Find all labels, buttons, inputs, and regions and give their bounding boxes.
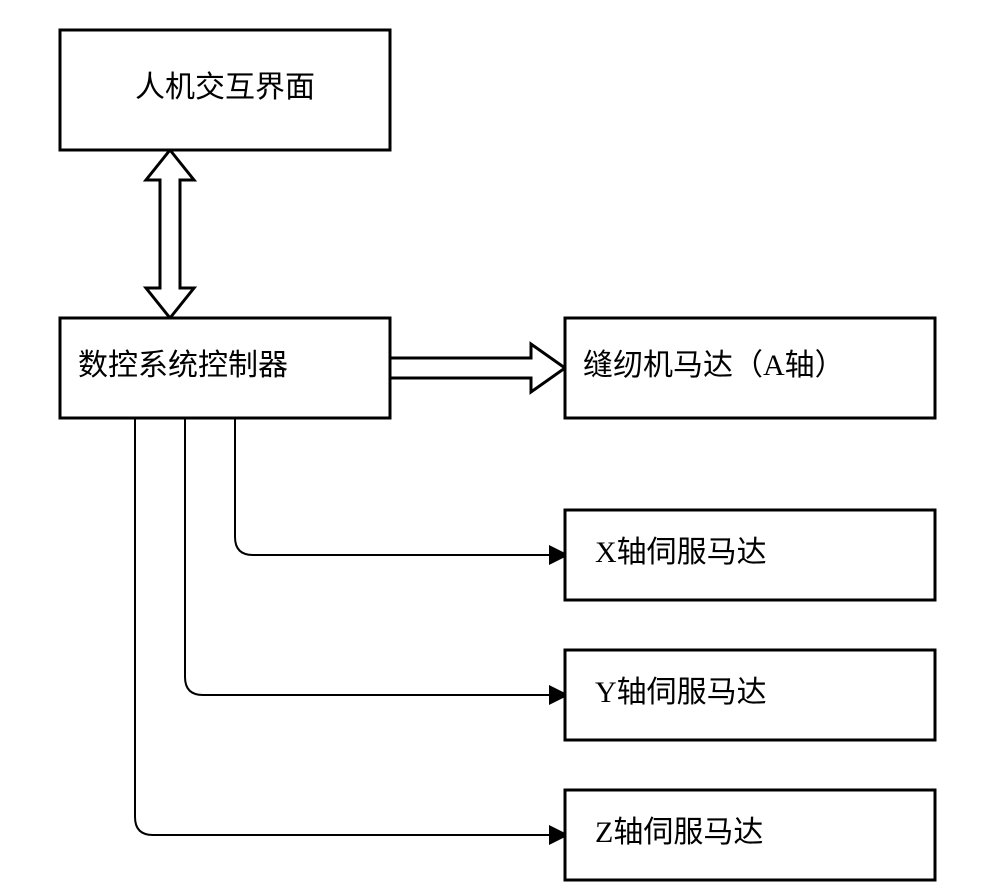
edge-controller-servo_x <box>235 418 565 555</box>
node-motor_a-label: 缝纫机马达（A轴） <box>583 349 845 382</box>
edge-controller-motor-a <box>390 344 565 392</box>
node-hmi-label: 人机交互界面 <box>135 71 315 104</box>
node-servo_x-label: X轴伺服马达 <box>595 536 767 569</box>
node-servo_y-label: Y轴伺服马达 <box>595 676 767 709</box>
system-diagram: 人机交互界面数控系统控制器 缝纫机马达（A轴） X轴伺服马达 Y轴伺服马达 Z轴伺服马达 <box>0 0 1000 884</box>
edge-hmi-controller <box>146 150 194 318</box>
edge-controller-servo_y <box>185 418 565 695</box>
node-controller-label: 数控系统控制器 <box>78 349 288 382</box>
node-servo_z-label: Z轴伺服马达 <box>595 816 763 849</box>
edge-controller-servo_z <box>135 418 565 835</box>
